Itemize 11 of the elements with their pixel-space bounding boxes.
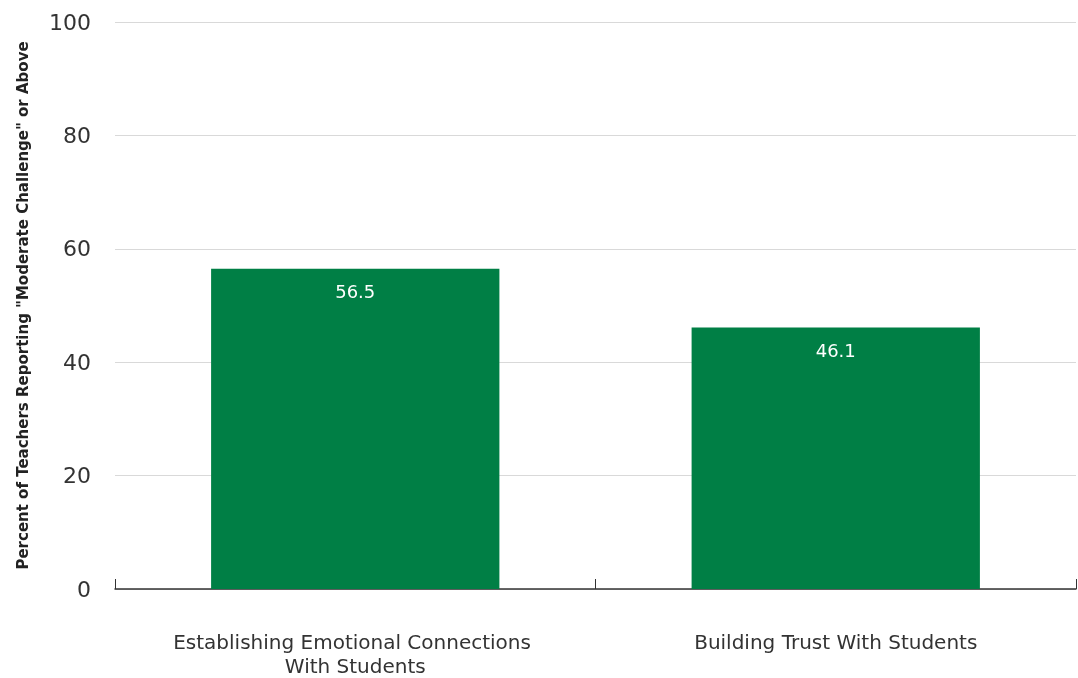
x-tick-label: Building Trust With Students — [694, 630, 978, 654]
y-tick-label: 60 — [63, 236, 91, 262]
y-tick-label: 40 — [63, 349, 91, 375]
y-tick-label: 80 — [63, 122, 91, 148]
y-tick-label: 0 — [77, 576, 91, 602]
x-tick-label: Establishing Emotional Connections With Students — [173, 630, 538, 678]
data-label: 56.5 — [335, 281, 376, 303]
y-tick-label: 20 — [63, 463, 91, 489]
y-axis-title: Percent of Teachers Reporting "Moderate Challenge" or Above — [13, 41, 32, 570]
y-tick-label: 100 — [49, 9, 91, 35]
data-label: 46.1 — [815, 340, 856, 362]
